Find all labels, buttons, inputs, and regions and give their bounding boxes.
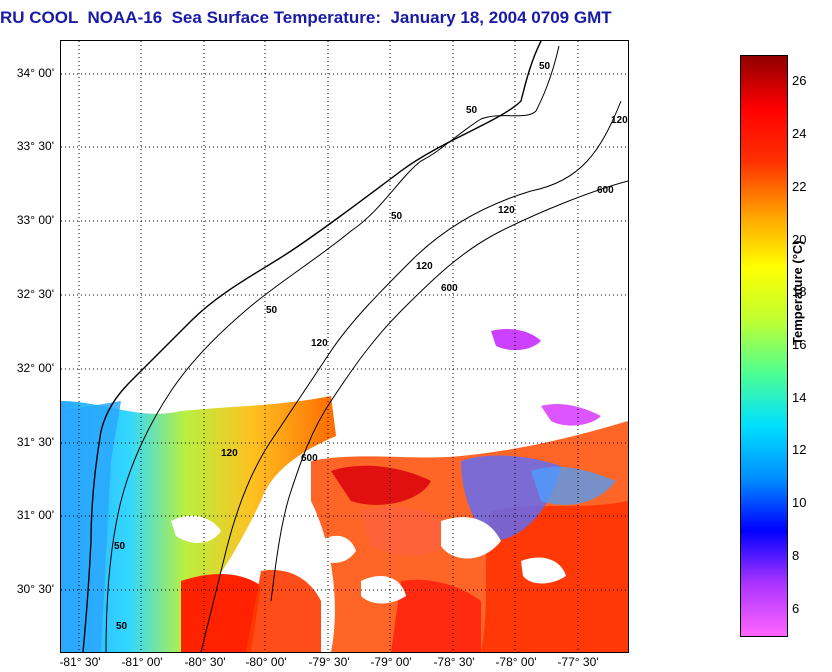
colorbar-tick-label: 26 bbox=[792, 73, 807, 89]
latitude-label: 33° 30' bbox=[16, 139, 54, 153]
latitude-label: 30° 30' bbox=[16, 582, 54, 596]
colorbar-tick-label: 14 bbox=[792, 389, 807, 405]
latitude-label: 33° 00' bbox=[16, 213, 54, 227]
colorbar-tick-label: 16 bbox=[792, 337, 807, 352]
longitude-label: -78° 30' bbox=[433, 655, 475, 669]
contour-label: 50 bbox=[114, 541, 126, 552]
contour-label: 120 bbox=[498, 205, 515, 216]
colorbar-tick-label: 22 bbox=[792, 178, 807, 194]
longitude-label: -77° 30' bbox=[557, 655, 599, 669]
contour-label: 50 bbox=[266, 305, 278, 316]
coastline bbox=[82, 41, 542, 652]
contour-label: 600 bbox=[441, 283, 458, 294]
colorbar-tick-label: 24 bbox=[792, 126, 807, 142]
latitude-label: 31° 00' bbox=[16, 508, 54, 522]
contour-label: 120 bbox=[311, 338, 328, 349]
latitude-label: 34° 00' bbox=[16, 66, 54, 80]
contour-120m bbox=[200, 100, 622, 652]
longitude-label: -78° 00' bbox=[495, 655, 537, 669]
contour-600m bbox=[270, 180, 628, 602]
longitude-label: -81° 00' bbox=[121, 655, 163, 669]
colorbar-label: Temperature (°C) bbox=[790, 240, 805, 345]
contour-label: 120 bbox=[611, 115, 628, 126]
latitude-label: 32° 00' bbox=[16, 361, 54, 375]
longitude-label: -81° 30' bbox=[59, 655, 101, 669]
contour-label: 50 bbox=[539, 61, 551, 72]
contour-label: 120 bbox=[221, 448, 238, 459]
contour-label: 120 bbox=[416, 261, 433, 272]
contour-label: 600 bbox=[597, 185, 614, 196]
sst-data-layer bbox=[61, 329, 628, 652]
contour-50m bbox=[105, 45, 560, 652]
colorbar-tick-label: 6 bbox=[792, 600, 800, 616]
longitude-label: -79° 30' bbox=[308, 655, 350, 669]
temperature-colorbar bbox=[740, 55, 788, 637]
colorbar-tick-label: 10 bbox=[792, 495, 807, 511]
colorbar-tick-label: 12 bbox=[792, 442, 807, 458]
colorbar-tick-label: 8 bbox=[792, 547, 800, 563]
latitude-label: 31° 30' bbox=[16, 435, 54, 449]
map-title: RU COOL NOAA-16 Sea Surface Temperature:… bbox=[0, 8, 612, 27]
sst-map-canvas: 50 50 50 50 50 50 120 120 120 120 120 60… bbox=[61, 41, 628, 652]
contour-label: 50 bbox=[116, 621, 128, 632]
contour-label: 50 bbox=[391, 211, 403, 222]
latitude-label: 32° 30' bbox=[16, 287, 54, 301]
colorbar-tick-label: 20 bbox=[792, 231, 807, 247]
longitude-label: -79° 00' bbox=[370, 655, 412, 669]
sst-map[interactable]: 50 50 50 50 50 50 120 120 120 120 120 60… bbox=[60, 40, 629, 653]
longitude-label: -80° 30' bbox=[184, 655, 226, 669]
graticule bbox=[61, 41, 628, 652]
contour-labels: 50 50 50 50 50 50 120 120 120 120 120 60… bbox=[114, 61, 628, 632]
contour-label: 50 bbox=[466, 105, 478, 116]
contour-label: 600 bbox=[301, 453, 318, 464]
longitude-label: -80° 00' bbox=[245, 655, 287, 669]
colorbar-tick-label: 18 bbox=[792, 284, 807, 300]
